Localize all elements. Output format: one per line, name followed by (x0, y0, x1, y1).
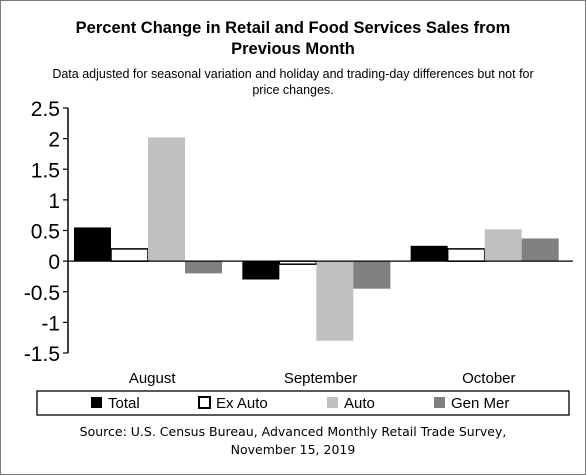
bar-gen-mer-october (521, 238, 559, 262)
legend: Total Ex Auto Auto Gen Mer (36, 390, 570, 416)
source-line-1: Source: U.S. Census Bureau, Advanced Mon… (79, 424, 507, 439)
chart-title-line-2: Previous Month (231, 40, 355, 58)
legend-swatch-ex-auto (198, 396, 211, 409)
legend-swatch-total (91, 397, 102, 408)
bar-auto-october (484, 229, 522, 262)
y-tick-label: 0.5 (31, 221, 60, 244)
bar-gen-mer-august (185, 261, 222, 274)
bar-ex-auto-august (110, 248, 149, 262)
bar-ex-auto-october (446, 248, 486, 262)
y-tick-label: 1 (48, 190, 60, 213)
legend-label: Gen Mer (451, 395, 509, 412)
legend-swatch-auto (327, 397, 338, 408)
legend-label: Total (108, 395, 140, 412)
x-tick-label: August (129, 370, 177, 387)
bar-total-august (74, 227, 111, 262)
y-tick-label: 0 (48, 251, 60, 274)
y-tick-label: 2.5 (31, 98, 60, 121)
bar-auto-september (316, 261, 354, 341)
y-tick-label: 1.5 (31, 159, 60, 182)
chart-subtitle-line-1: Data adjusted for seasonal variation and… (52, 67, 534, 81)
y-tick-label: -1.5 (24, 343, 60, 366)
bar-auto-august (148, 137, 185, 262)
legend-box (36, 390, 570, 416)
x-tick-label: September (284, 370, 357, 387)
y-tick-label: -0.5 (24, 282, 60, 305)
bar-gen-mer-september (353, 261, 391, 289)
chart-subtitle-line-2: price changes. (252, 83, 334, 97)
chart-title-line-1: Percent Change in Retail and Food Servic… (75, 19, 511, 37)
y-tick-label: -1 (41, 312, 60, 335)
legend-label: Ex Auto (216, 395, 268, 412)
x-axis: August September October (68, 260, 573, 387)
legend-label: Auto (344, 395, 375, 412)
legend-swatch-gen-mer (434, 397, 445, 408)
y-axis: 2.5 2 1.5 1 0.5 0 -0.5 -1 -1.5 (24, 98, 69, 366)
bar-total-october (410, 245, 448, 262)
bar-total-september (242, 261, 280, 280)
x-tick-label: October (462, 370, 515, 387)
bars-group (74, 137, 559, 341)
y-tick-label: 2 (48, 129, 60, 152)
source-line-2: November 15, 2019 (230, 442, 356, 457)
